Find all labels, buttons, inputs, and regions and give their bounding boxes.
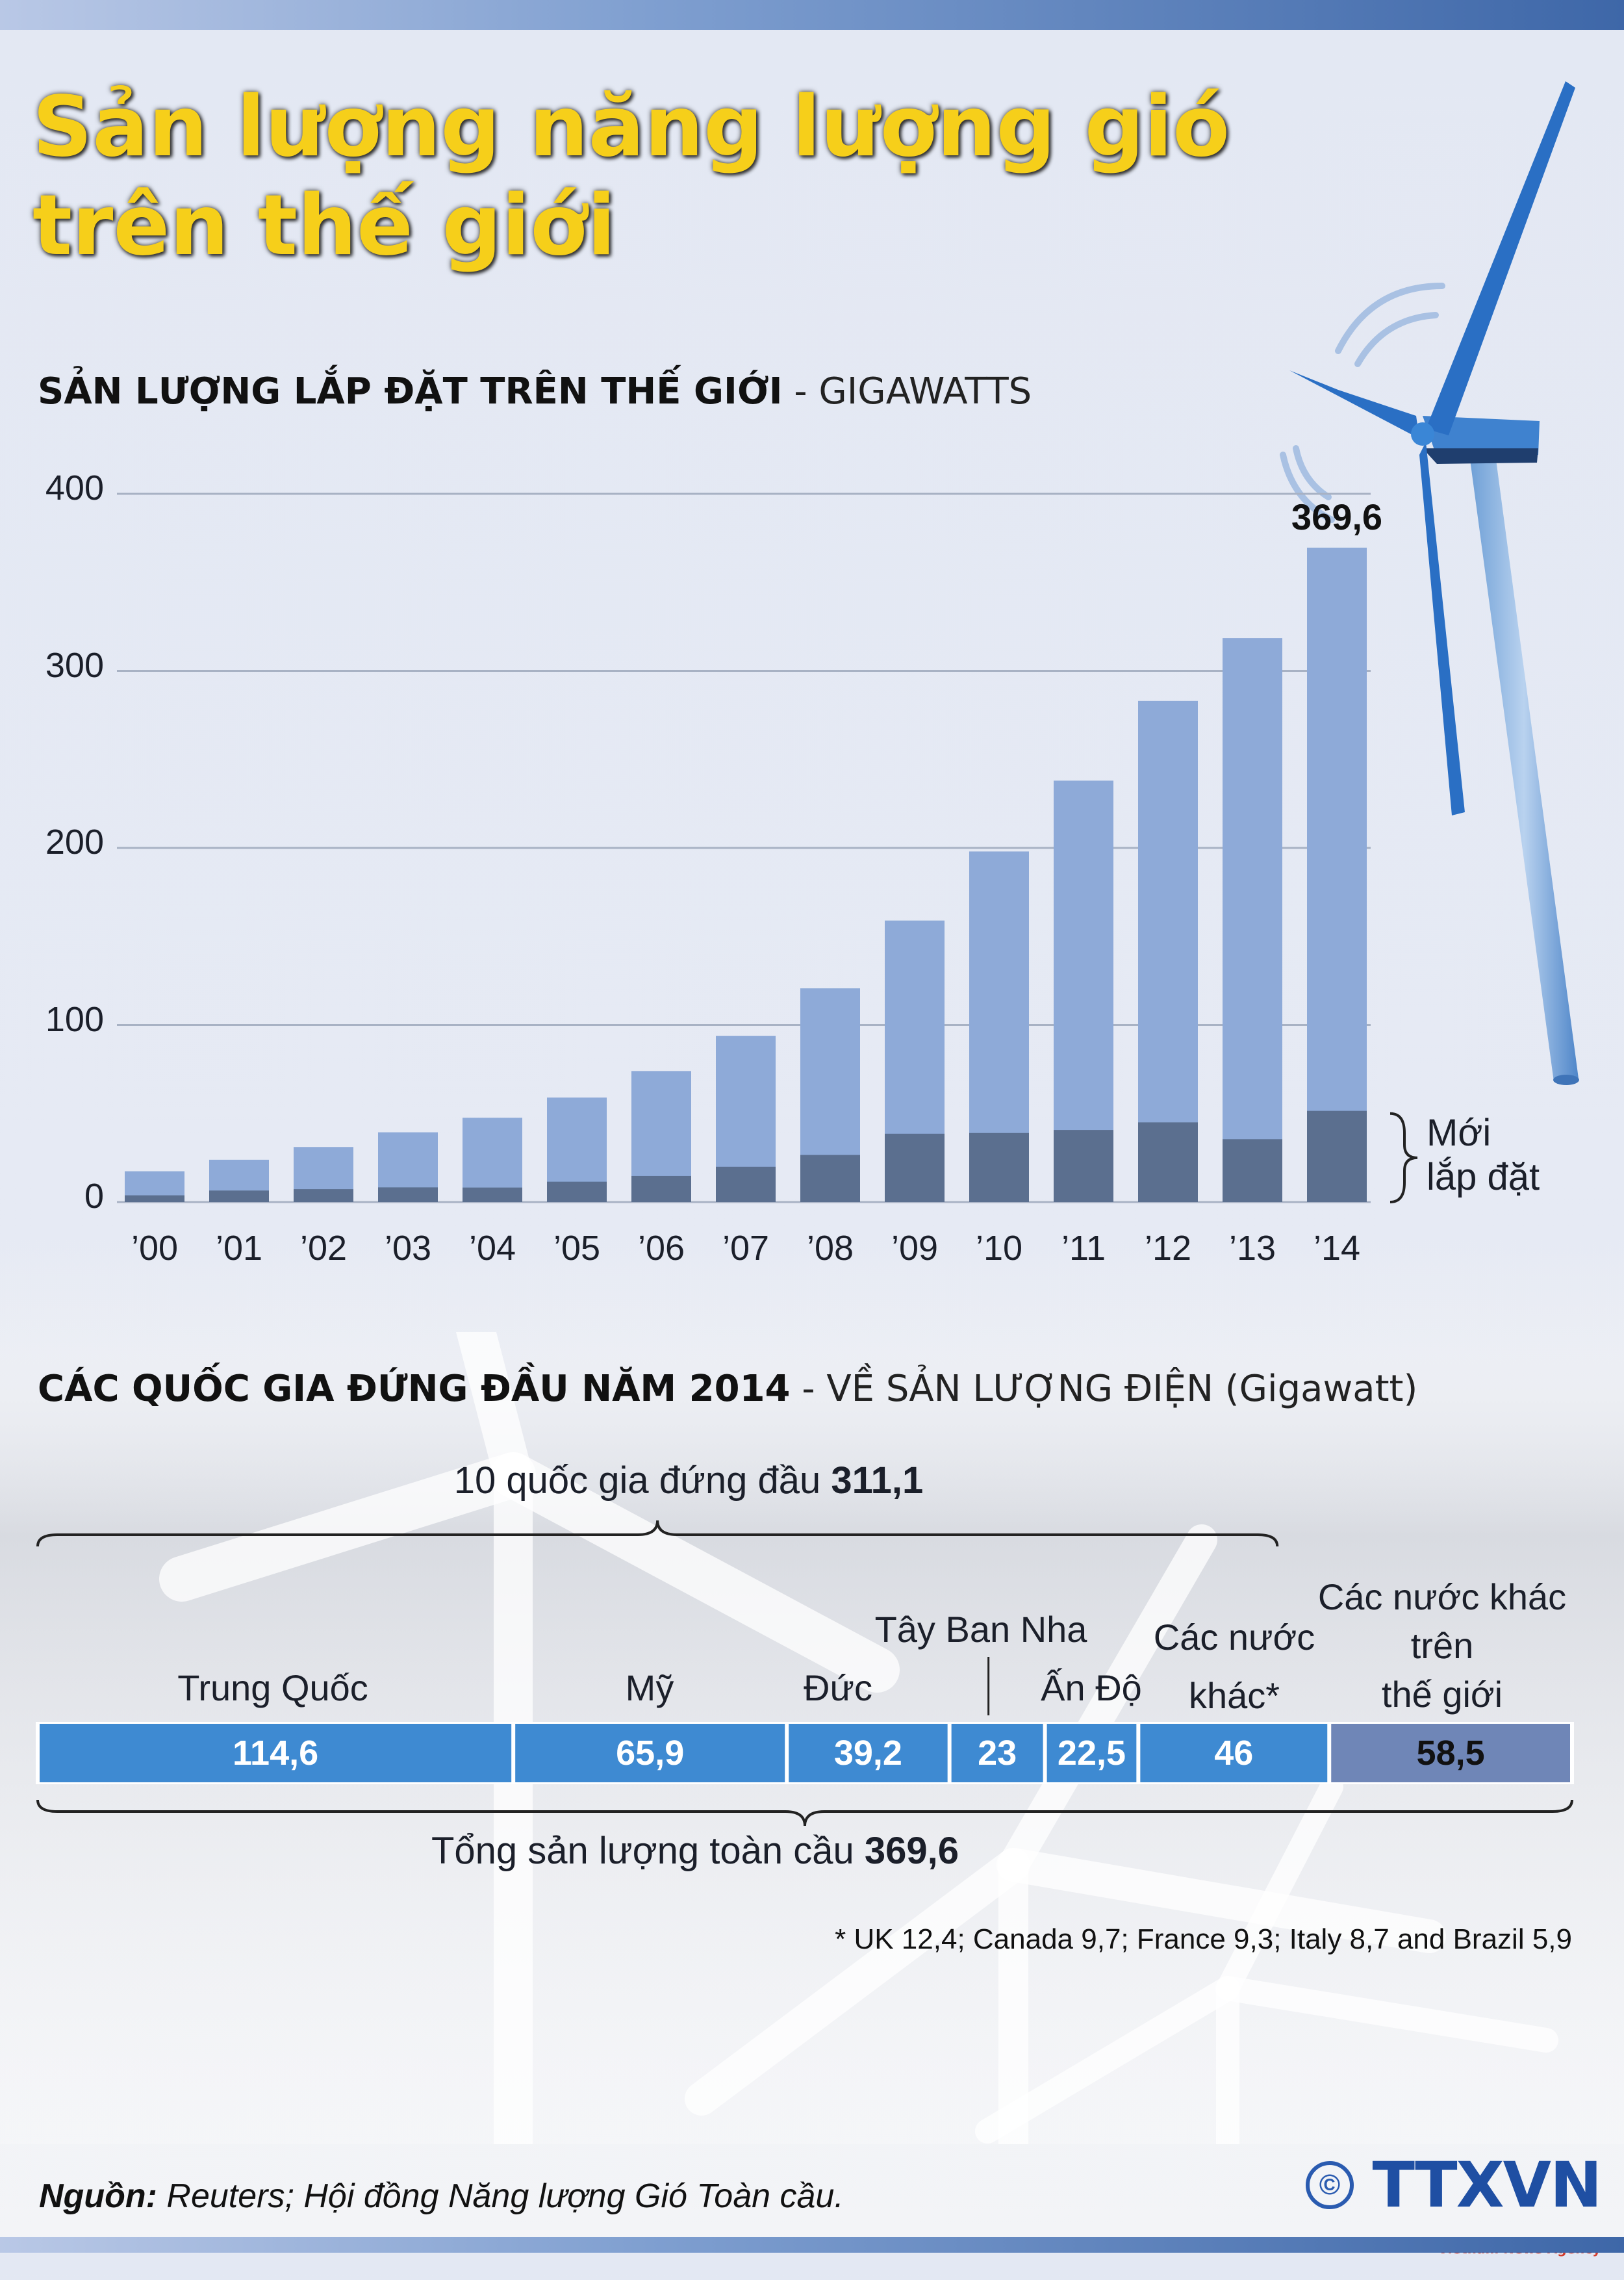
x-tick-label: ’10	[954, 1228, 1045, 1268]
bar-new-installed	[294, 1189, 353, 1202]
strip-value-spain: 23	[950, 1733, 1045, 1773]
total-brace-label: Tổng sản lượng toàn cầu 369,6	[338, 1829, 1052, 1873]
new-installed-legend-line-2: lắp đặt	[1427, 1155, 1540, 1199]
x-tick-label: ’04	[447, 1228, 538, 1268]
source-credit: Nguồn: Reuters; Hội đồng Năng lượng Gió …	[39, 2177, 844, 2216]
source-text: Reuters; Hội đồng Năng lượng Gió Toàn cầ…	[166, 2177, 843, 2215]
bar-new-installed	[1307, 1111, 1367, 1202]
label-rest-of-world-line-2: trên	[1312, 1621, 1572, 1670]
bar-total	[1223, 638, 1282, 1202]
new-installed-legend: Mới lắp đặt	[1427, 1111, 1540, 1199]
logo-brand-text: TTXVN	[1372, 2149, 1601, 2222]
logo-brand: TTXVN Vietnam News Agency	[1372, 2154, 1601, 2216]
x-tick-label: ’06	[616, 1228, 707, 1268]
top10-label: 10 quốc gia đứng đầu	[454, 1459, 821, 1502]
label-rest-of-world: Các nước khác trên thế giới	[1312, 1572, 1572, 1719]
x-tick-label: ’08	[785, 1228, 876, 1268]
bottom-accent-bar	[0, 2237, 1624, 2253]
last-bar-value-label: 369,6	[1252, 496, 1421, 538]
label-usa: Mỹ	[585, 1667, 715, 1709]
bar-new-installed	[463, 1188, 522, 1202]
copyright-icon: ©	[1306, 2161, 1354, 2209]
bar-new-installed	[125, 1196, 184, 1202]
bar-new-installed	[885, 1134, 945, 1202]
label-other-top10-line-1: Các nước	[1137, 1608, 1332, 1667]
x-tick-label: ’09	[869, 1228, 960, 1268]
total-label: Tổng sản lượng toàn cầu	[431, 1830, 854, 1872]
y-tick-label: 400	[26, 468, 104, 508]
top10-brace-label: 10 quốc gia đứng đầu 311,1	[364, 1459, 1013, 1502]
bar-new-installed	[378, 1187, 438, 1202]
bar-new-installed	[716, 1167, 776, 1202]
x-tick-label: ’00	[109, 1228, 200, 1268]
label-spain: Tây Ban Nha	[864, 1608, 1098, 1650]
label-rest-of-world-line-1: Các nước khác	[1312, 1572, 1572, 1621]
strip-value-rest-of-world: 58,5	[1329, 1733, 1572, 1773]
bar-new-installed	[547, 1182, 607, 1202]
bar-new-installed	[209, 1190, 269, 1202]
label-germany: Đức	[767, 1667, 909, 1709]
bar-new-installed	[1223, 1139, 1282, 1202]
x-tick-label: ’03	[362, 1228, 453, 1268]
strip-value-other-top10: 46	[1138, 1733, 1329, 1773]
strip-value-usa: 65,9	[513, 1733, 787, 1773]
new-installed-legend-line-1: Mới	[1427, 1111, 1540, 1155]
x-tick-label: ’01	[194, 1228, 285, 1268]
x-tick-label: ’13	[1207, 1228, 1298, 1268]
label-other-top10-line-2: khác*	[1137, 1667, 1332, 1725]
bar-new-installed	[800, 1155, 860, 1202]
bar-total	[1307, 548, 1367, 1202]
label-china: Trung Quốc	[169, 1667, 377, 1709]
total-value: 369,6	[865, 1830, 959, 1872]
bar-new-installed	[1138, 1122, 1198, 1202]
bar-new-installed	[631, 1176, 691, 1202]
bar-new-installed	[969, 1133, 1029, 1202]
total-brace	[38, 1800, 1572, 1826]
x-tick-label: ’07	[700, 1228, 791, 1268]
y-tick-label: 200	[26, 822, 104, 862]
x-tick-label: ’05	[531, 1228, 622, 1268]
strip-value-germany: 39,2	[787, 1733, 949, 1773]
x-tick-label: ’14	[1291, 1228, 1382, 1268]
x-tick-label: ’12	[1123, 1228, 1213, 1268]
y-tick-label: 0	[26, 1176, 104, 1216]
top10-value: 311,1	[831, 1459, 923, 1502]
label-rest-of-world-line-3: thế giới	[1312, 1670, 1572, 1719]
strip-value-india: 22,5	[1045, 1733, 1139, 1773]
x-tick-label: ’11	[1038, 1228, 1129, 1268]
ttxvn-logo: © TTXVN Vietnam News Agency	[1306, 2154, 1601, 2216]
y-tick-label: 300	[26, 645, 104, 685]
installed-capacity-bar-chart	[117, 494, 1417, 1202]
strip-value-china: 114,6	[38, 1733, 513, 1773]
label-other-top10: Các nước khác*	[1137, 1608, 1332, 1725]
top10-brace	[38, 1520, 1277, 1546]
new-installed-brace	[1390, 1114, 1417, 1202]
footnote: * UK 12,4; Canada 9,7; France 9,3; Italy…	[835, 1923, 1572, 1956]
y-tick-label: 100	[26, 999, 104, 1040]
source-label: Nguồn:	[39, 2177, 157, 2215]
bar-new-installed	[1054, 1130, 1113, 1202]
x-tick-label: ’02	[278, 1228, 369, 1268]
